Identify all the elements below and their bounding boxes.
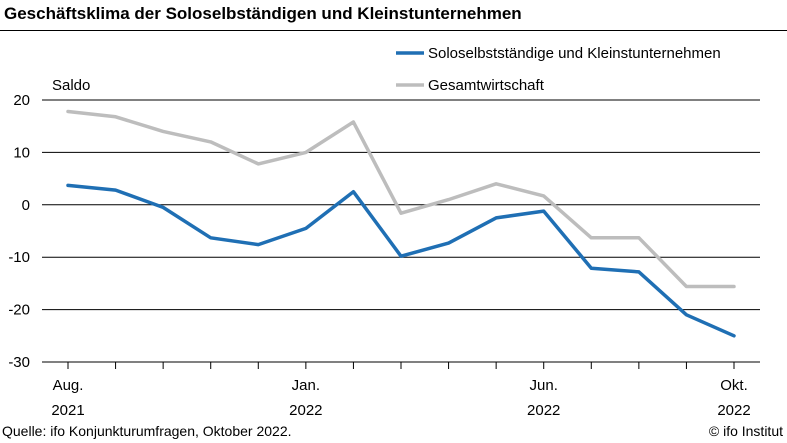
y-tick-label: 10 bbox=[13, 144, 30, 161]
title-rule bbox=[0, 30, 787, 31]
x-tick-label-month: Aug. bbox=[53, 377, 84, 394]
y-axis-label: Saldo bbox=[52, 77, 90, 94]
grid-lines bbox=[42, 99, 760, 363]
series-lines bbox=[66, 109, 736, 338]
y-tick-label: 20 bbox=[13, 92, 30, 109]
copyright-credit: © ifo Institut bbox=[708, 423, 783, 439]
y-tick-label: 0 bbox=[22, 197, 30, 214]
y-tick-label: -10 bbox=[8, 249, 30, 266]
y-tick-label: -20 bbox=[8, 302, 30, 319]
x-tick-label-year: 2022 bbox=[717, 402, 750, 419]
x-tick-label-month: Jun. bbox=[530, 377, 558, 394]
legend: Soloselbstständige und Kleinstunternehme… bbox=[396, 45, 721, 94]
legend-label: Gesamtwirtschaft bbox=[428, 77, 545, 94]
x-tick-label-month: Jan. bbox=[292, 377, 320, 394]
y-tick-labels: 20 10 0 -10 -20 -30 bbox=[8, 92, 30, 371]
series-line-soloselbststaendige bbox=[66, 183, 736, 338]
source-note: Quelle: ifo Konjunkturumfragen, Oktober … bbox=[2, 423, 292, 439]
y-tick-label: -30 bbox=[8, 354, 30, 371]
x-tick-label-month: Okt. bbox=[720, 377, 748, 394]
x-tick-label-year: 2021 bbox=[51, 402, 84, 419]
legend-label: Soloselbstständige und Kleinstunternehme… bbox=[428, 45, 721, 62]
chart-title: Geschäftsklima der Soloselbständigen und… bbox=[4, 4, 522, 23]
x-axis: Aug. 2021 Jan. 2022 Jun. 2022 Okt. 2022 bbox=[51, 362, 751, 419]
x-tick-label-year: 2022 bbox=[289, 402, 322, 419]
series-line-gesamtwirtschaft bbox=[66, 109, 736, 289]
x-tick-label-year: 2022 bbox=[527, 402, 560, 419]
